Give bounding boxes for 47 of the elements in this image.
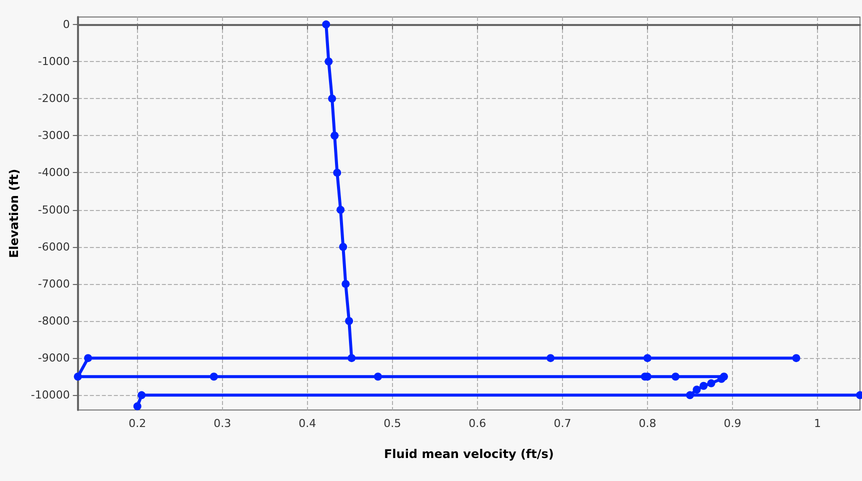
- point: [707, 379, 716, 388]
- point: [133, 402, 142, 410]
- y-tick-label: -1000: [38, 54, 70, 68]
- point: [717, 374, 726, 383]
- point: [74, 372, 82, 381]
- point: [322, 20, 330, 28]
- x-tick-label: 0.2: [128, 417, 146, 430]
- x-tick-label: 0.4: [298, 417, 316, 430]
- point: [374, 372, 382, 381]
- point: [700, 382, 708, 390]
- x-tick-label: 0.5: [384, 417, 402, 430]
- y-tick-label: -8000: [38, 314, 70, 328]
- point: [328, 94, 336, 103]
- point: [333, 168, 342, 177]
- point: [546, 354, 555, 362]
- y-tick-label: -2000: [38, 92, 70, 106]
- x-tick-label: 1: [814, 417, 821, 430]
- y-tick-label: -9000: [38, 352, 70, 365]
- point: [330, 132, 339, 140]
- point: [324, 57, 333, 66]
- y-tick-label: -6000: [38, 240, 70, 254]
- point: [339, 242, 348, 251]
- point: [643, 354, 652, 362]
- point: [138, 391, 146, 400]
- point: [342, 280, 350, 288]
- point: [692, 386, 701, 394]
- x-tick-label: 0.8: [638, 417, 656, 430]
- y-tick-label: -3000: [38, 129, 70, 142]
- x-tick-label: 0.9: [724, 417, 742, 430]
- y-tick-label: -5000: [38, 203, 70, 216]
- y-axis-title: Elevation (ft): [7, 168, 21, 258]
- point: [686, 391, 694, 400]
- y-tick-label: -7000: [38, 277, 70, 290]
- y-tick-label: 0: [62, 18, 70, 31]
- point: [792, 354, 800, 362]
- x-tick-label: 0.7: [554, 417, 572, 430]
- x-tick-label: 0.6: [468, 417, 486, 430]
- y-tick-label: -10000: [30, 388, 70, 402]
- point: [345, 317, 354, 326]
- x-axis-title: Fluid mean velocity (ft/s): [384, 447, 554, 461]
- point: [348, 354, 356, 362]
- point: [672, 372, 680, 381]
- point: [336, 206, 345, 214]
- x-tick-label: 0.3: [214, 417, 232, 430]
- point: [84, 354, 92, 362]
- y-tick-label: -4000: [38, 166, 70, 180]
- point: [210, 372, 218, 381]
